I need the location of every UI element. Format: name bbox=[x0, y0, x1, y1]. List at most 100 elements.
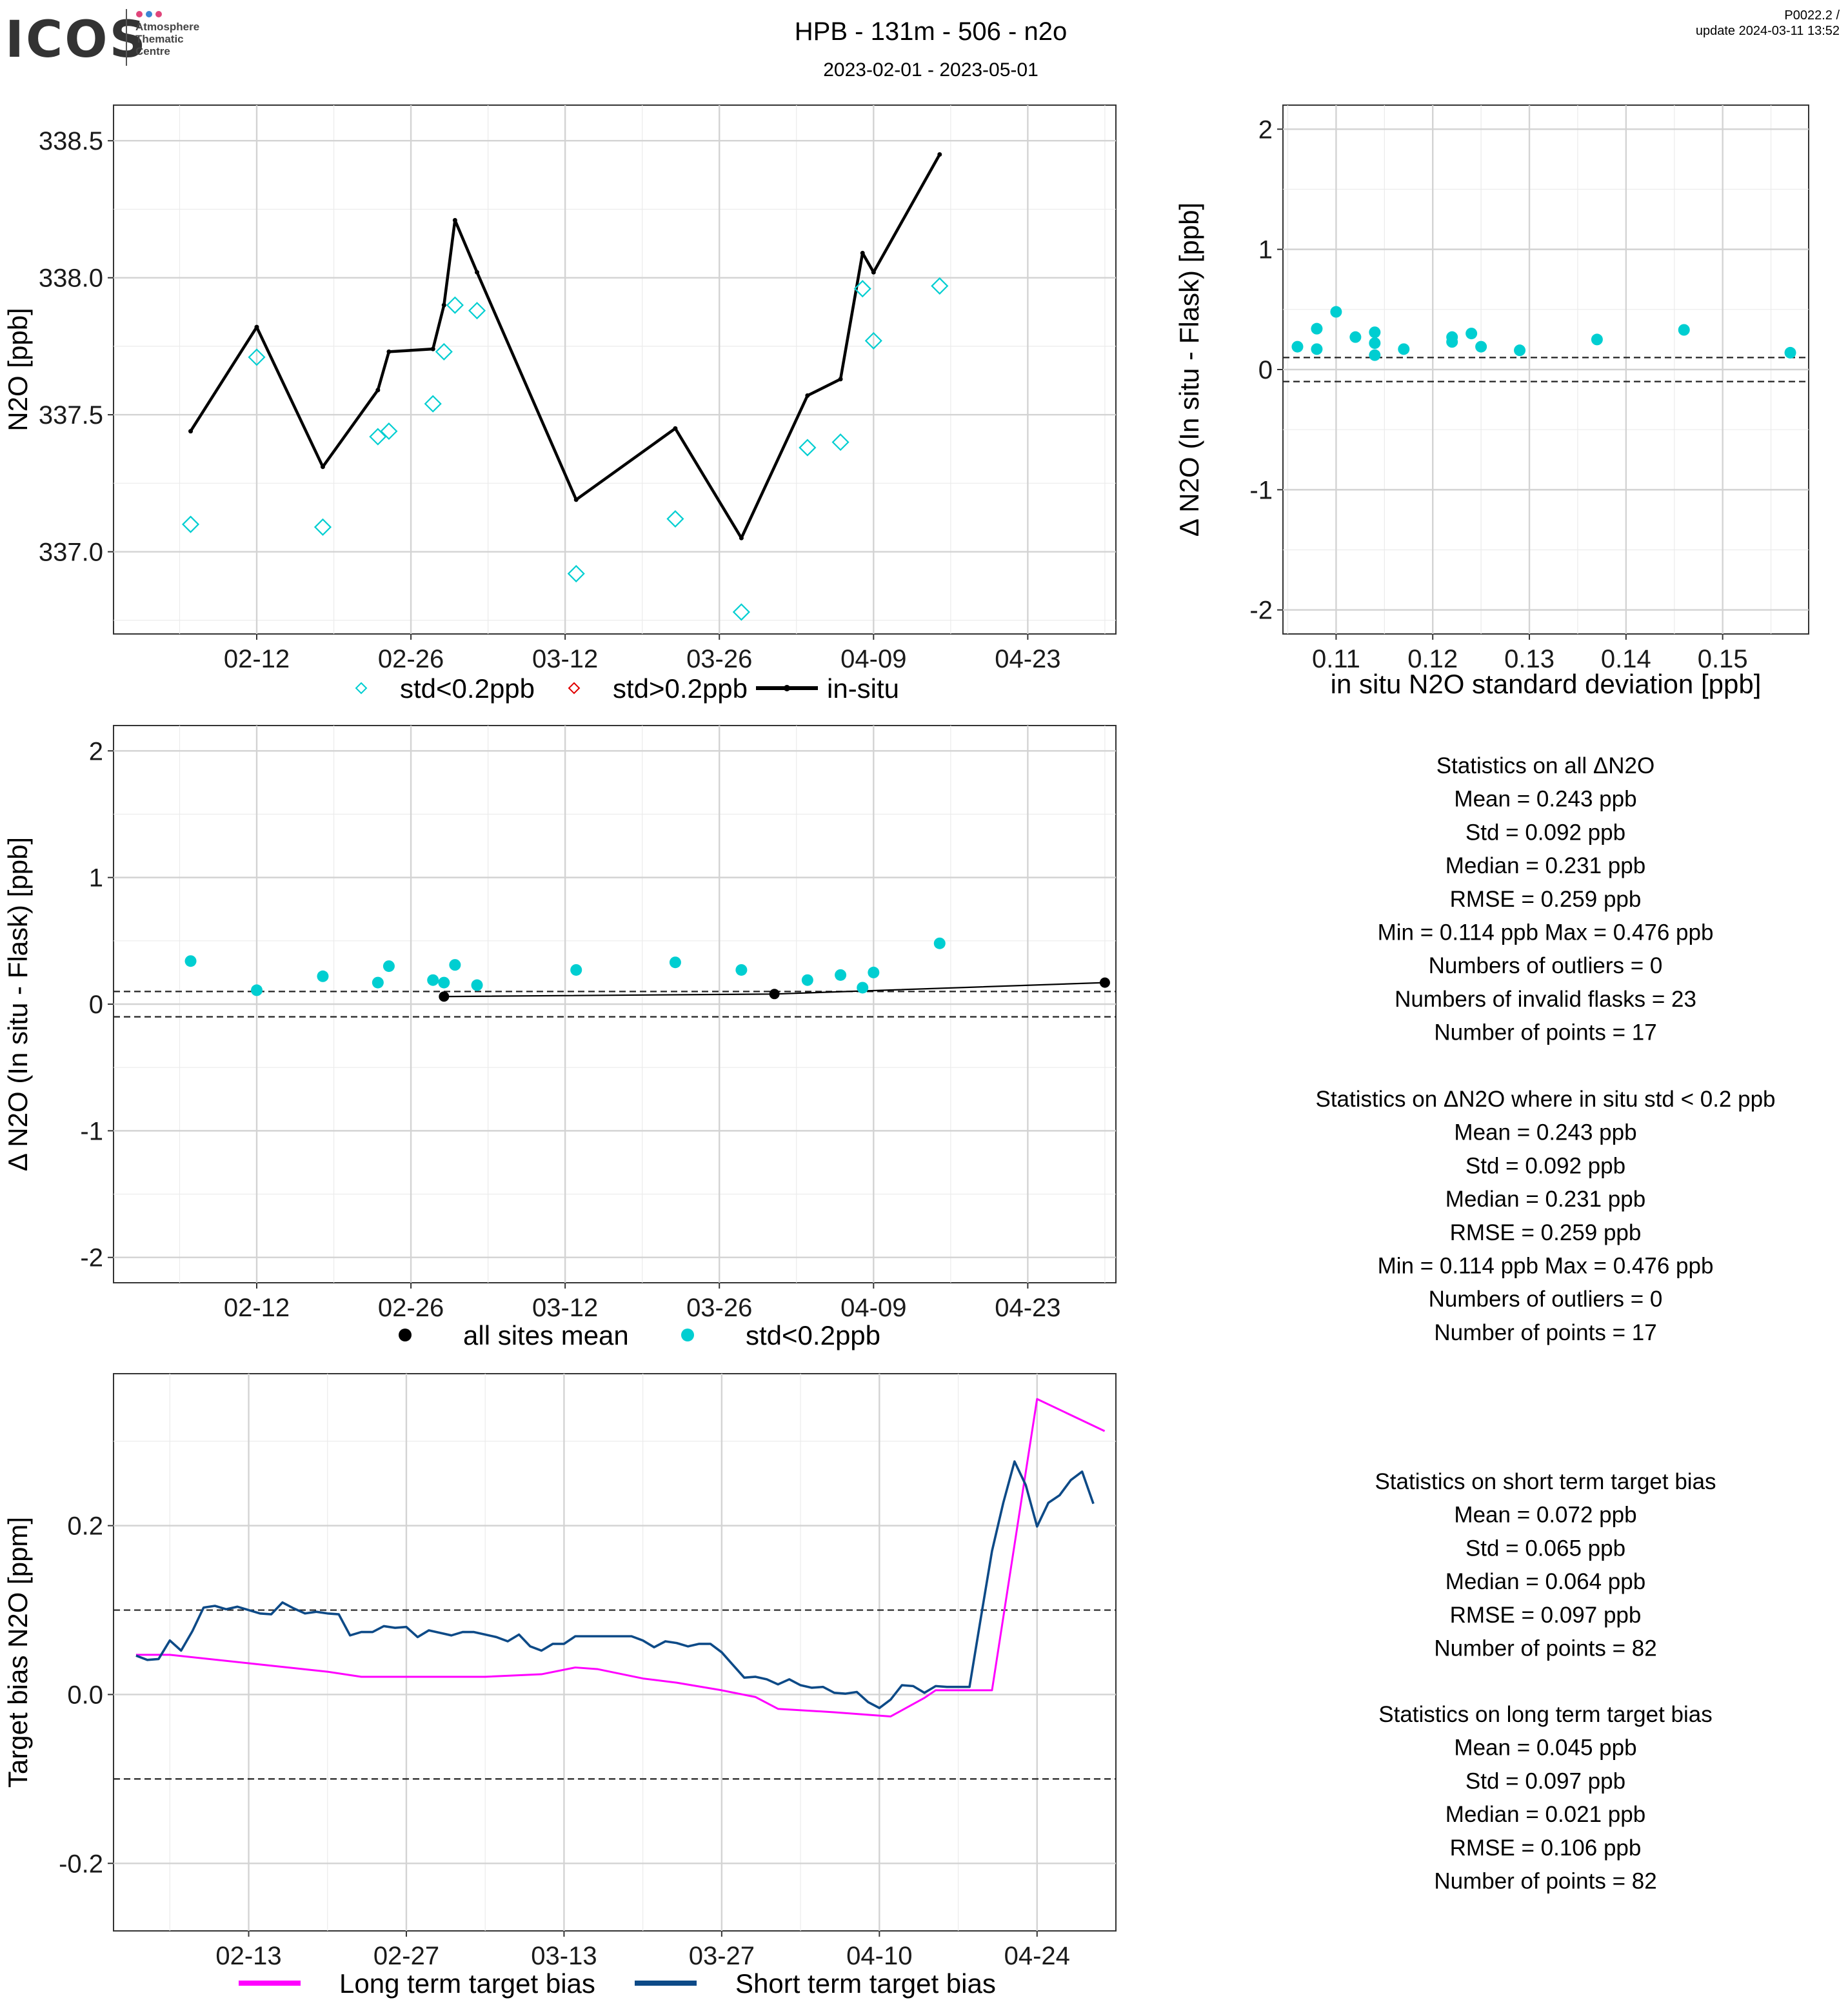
logo-sub-2: Thematic bbox=[135, 33, 184, 45]
plot-panel bbox=[113, 1373, 1117, 1932]
chart-scatter-std: 0.11 0.12 0.13 0.14 0.15 -2 -1 0 1 2 Δ N2O (In sit… bbox=[1174, 104, 1809, 699]
in-situ-point bbox=[320, 464, 325, 470]
legend-point-icon bbox=[399, 1329, 412, 1341]
stats-line: Number of points = 82 bbox=[1434, 1869, 1656, 1894]
stats-line: Number of points = 17 bbox=[1434, 1320, 1656, 1345]
mean-point bbox=[769, 989, 780, 1000]
y-tick-label: 1 bbox=[1258, 236, 1273, 264]
chart-timeseries: 02-12 02-26 03-12 03-26 04-09 04-23 337.0 337.5… bbox=[3, 104, 1117, 704]
in-situ-point bbox=[573, 497, 579, 502]
stats-line: Std = 0.097 ppb bbox=[1465, 1768, 1625, 1794]
stats-line: Median = 0.064 ppb bbox=[1446, 1569, 1645, 1594]
in-situ-point bbox=[871, 270, 876, 275]
flask-diamond-point bbox=[313, 518, 332, 536]
legend: std<0.2ppb std>0.2ppb in-situ bbox=[355, 673, 899, 704]
x-tick-label: 0.14 bbox=[1601, 645, 1651, 673]
stats-line: Mean = 0.072 ppb bbox=[1454, 1503, 1636, 1528]
y-tick-label: -1 bbox=[1249, 476, 1273, 504]
chart-delta-timeseries: 02-12 02-26 03-12 03-26 04-09 04-23 -2 -1 0 1 2 Δ N… bbox=[3, 725, 1117, 1350]
scatter-point bbox=[1369, 337, 1381, 349]
delta-point bbox=[669, 956, 681, 969]
stats-line: RMSE = 0.259 ppb bbox=[1450, 1220, 1642, 1245]
delta-point bbox=[184, 955, 197, 967]
series-line-long-term bbox=[135, 1398, 1106, 1717]
x-tick-label: 03-26 bbox=[686, 1294, 752, 1322]
stats-line: Mean = 0.243 ppb bbox=[1454, 1120, 1636, 1145]
x-tick-label: 02-13 bbox=[215, 1942, 281, 1970]
stats-line: Numbers of outliers = 0 bbox=[1429, 953, 1663, 978]
legend-diamond-icon bbox=[568, 682, 581, 695]
x-tick-label: 0.13 bbox=[1504, 645, 1555, 673]
stats-line: Std = 0.092 ppb bbox=[1465, 1153, 1625, 1178]
x-tick-label: 0.15 bbox=[1698, 645, 1748, 673]
statistics-panel: Statistics on all ΔN2O Mean = 0.243 ppb St… bbox=[1315, 753, 1775, 1894]
flask-diamond-point bbox=[853, 280, 871, 298]
in-situ-point bbox=[188, 429, 194, 434]
flask-diamond-point bbox=[435, 342, 453, 361]
y-tick-label: 2 bbox=[1258, 115, 1273, 144]
x-tick-label: 02-12 bbox=[224, 645, 290, 673]
delta-point bbox=[735, 964, 748, 976]
in-situ-point bbox=[937, 152, 942, 157]
x-tick-label: 02-27 bbox=[373, 1942, 439, 1970]
x-axis-label: in situ N2O standard deviation [ppb] bbox=[1331, 669, 1762, 699]
mean-point bbox=[439, 991, 450, 1002]
flask-diamond-point bbox=[831, 433, 849, 451]
grid bbox=[114, 1374, 1116, 1931]
stats-line: Median = 0.021 ppb bbox=[1446, 1802, 1645, 1827]
legend-label: all sites mean bbox=[463, 1320, 629, 1350]
update-timestamp: update 2024-03-11 13:52 bbox=[1696, 24, 1840, 38]
x-tick-label: 04-24 bbox=[1004, 1942, 1070, 1970]
flask-diamond-point bbox=[732, 603, 750, 621]
in-situ-point bbox=[739, 535, 744, 540]
in-situ-point bbox=[254, 324, 259, 330]
scatter-point bbox=[1291, 341, 1304, 353]
stats-line: Min = 0.114 ppb Max = 0.476 ppb bbox=[1378, 920, 1714, 945]
grid bbox=[1283, 105, 1809, 634]
logo-text: ICOS bbox=[5, 11, 148, 69]
x-tick-label: 04-10 bbox=[846, 1942, 912, 1970]
x-tick-label: 04-23 bbox=[995, 645, 1060, 673]
x-tick-label: 03-26 bbox=[686, 645, 752, 673]
in-situ-point bbox=[375, 388, 381, 393]
delta-point bbox=[449, 959, 461, 971]
x-tick-label: 04-09 bbox=[840, 1294, 906, 1322]
y-axis-label: Δ N2O (In situ - Flask) [ppb] bbox=[3, 837, 33, 1171]
delta-point bbox=[251, 984, 263, 996]
in-situ-point bbox=[430, 346, 435, 351]
stats-heading: Statistics on short term target bias bbox=[1375, 1469, 1716, 1494]
flask-diamond-point bbox=[864, 331, 882, 350]
stats-line: Std = 0.092 ppb bbox=[1465, 820, 1625, 845]
legend-label: in-situ bbox=[827, 673, 899, 704]
delta-point bbox=[438, 976, 450, 989]
x-tick-label: 04-23 bbox=[995, 1294, 1060, 1322]
stats-line: RMSE = 0.097 ppb bbox=[1450, 1603, 1642, 1628]
stats-line: Numbers of invalid flasks = 23 bbox=[1395, 987, 1696, 1012]
delta-point bbox=[427, 974, 439, 986]
delta-point bbox=[471, 979, 483, 991]
scatter-point bbox=[1369, 326, 1381, 339]
y-axis-label: Target bias N2O [ppm] bbox=[3, 1517, 33, 1788]
y-tick-label: -2 bbox=[80, 1244, 103, 1272]
logo-sub-1: Atmosphere bbox=[135, 21, 199, 33]
page-subtitle: 2023-02-01 - 2023-05-01 bbox=[823, 59, 1038, 81]
x-tick-label: 0.11 bbox=[1312, 645, 1360, 673]
grid bbox=[114, 105, 1116, 634]
stats-line: Min = 0.114 ppb Max = 0.476 ppb bbox=[1378, 1254, 1714, 1279]
y-tick-label: 0 bbox=[1258, 356, 1273, 384]
series-line-short-term bbox=[135, 1460, 1095, 1710]
scatter-point bbox=[1398, 343, 1410, 355]
legend-label: std>0.2ppb bbox=[613, 673, 748, 704]
x-tick-label: 0.12 bbox=[1407, 645, 1458, 673]
flask-diamond-point bbox=[931, 277, 949, 295]
x-tick-label: 02-12 bbox=[224, 1294, 290, 1322]
stats-line: Median = 0.231 ppb bbox=[1446, 1187, 1645, 1212]
legend: all sites mean std<0.2ppb bbox=[399, 1320, 880, 1350]
logo-dots-icon bbox=[136, 11, 162, 17]
delta-point bbox=[801, 974, 813, 986]
y-tick-label: 0.2 bbox=[67, 1512, 103, 1541]
y-tick-label: 0.0 bbox=[67, 1681, 103, 1709]
in-situ-point bbox=[805, 393, 810, 398]
grid bbox=[114, 726, 1116, 1283]
